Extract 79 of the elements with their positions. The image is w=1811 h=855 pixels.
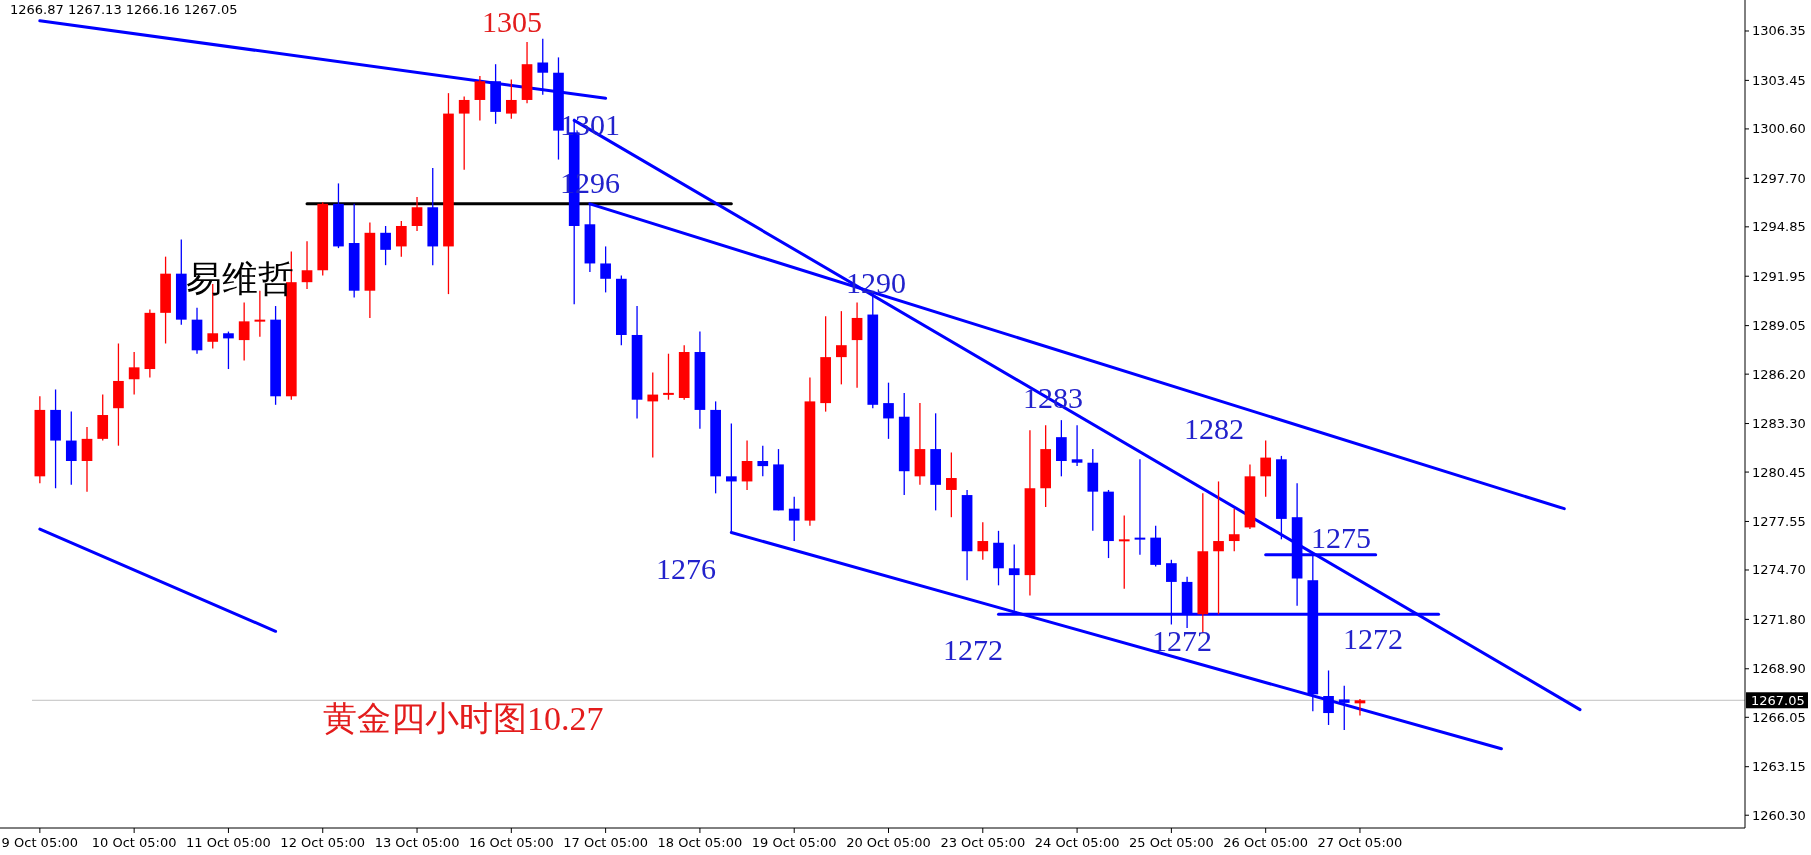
candlestick xyxy=(663,353,674,401)
annotation: 1275 xyxy=(1311,521,1371,554)
candlestick xyxy=(1008,543,1020,612)
candlestick xyxy=(600,245,611,294)
annotation: 1272 xyxy=(1343,622,1403,655)
annotation: 1290 xyxy=(846,266,906,299)
x-tick-label: 12 Oct 05:00 xyxy=(280,835,366,850)
x-tick-label: 11 Oct 05:00 xyxy=(186,835,271,850)
y-tick-label: 1289.05 xyxy=(1752,318,1806,334)
candlestick xyxy=(1118,514,1130,590)
candlestick xyxy=(1354,698,1366,717)
y-tick-label: 1306.35 xyxy=(1752,23,1806,39)
x-tick-label: 25 Oct 05:00 xyxy=(1129,835,1214,850)
annotation: 1282 xyxy=(1184,412,1244,445)
x-tick-label: 19 Oct 05:00 xyxy=(751,835,837,850)
annotation: 黄金四小时图10.27 xyxy=(323,700,604,737)
x-tick-label: 9 Oct 05:00 xyxy=(1,835,79,850)
candlestick xyxy=(977,521,989,561)
annotation: 1276 xyxy=(656,552,716,585)
candlestick xyxy=(1228,508,1240,552)
y-tick-label: 1297.70 xyxy=(1752,170,1806,186)
candlestick xyxy=(1338,685,1350,731)
ref-line-label: 1267.05 xyxy=(1751,693,1805,709)
candlestick xyxy=(65,410,77,486)
candlestick xyxy=(851,301,863,389)
candlestick xyxy=(238,301,250,362)
x-tick-label: 24 Oct 05:00 xyxy=(1034,835,1120,850)
x-tick-label: 17 Oct 05:00 xyxy=(563,835,648,850)
y-tick-label: 1271.80 xyxy=(1752,611,1806,627)
x-tick-label: 23 Oct 05:00 xyxy=(940,835,1026,850)
candlestick xyxy=(788,496,800,542)
y-tick-label: 1291.95 xyxy=(1752,268,1806,284)
y-tick-label: 1263.15 xyxy=(1752,759,1806,775)
candlestick xyxy=(458,95,470,171)
candlestick xyxy=(301,240,313,290)
candlestick xyxy=(128,351,140,396)
annotation: 1272 xyxy=(943,633,1003,666)
candlestick xyxy=(1134,458,1146,556)
candlestick xyxy=(1260,439,1272,498)
annotation: 1266.87 1267.13 1266.16 1267.05 xyxy=(10,2,238,17)
annotation: 1305 xyxy=(482,5,542,38)
x-tick-label: 26 Oct 05:00 xyxy=(1223,835,1309,850)
y-tick-label: 1286.20 xyxy=(1752,366,1806,382)
candlestick xyxy=(836,310,847,386)
candlestick xyxy=(395,220,407,258)
candlestick xyxy=(1056,419,1067,477)
candlestick xyxy=(647,371,659,459)
candlestick xyxy=(474,75,486,122)
candlestick xyxy=(883,382,894,440)
candlestick xyxy=(1071,424,1083,467)
y-tick-label: 1300.60 xyxy=(1752,121,1806,137)
y-tick-label: 1277.55 xyxy=(1752,513,1806,529)
annotation: 1272 xyxy=(1152,624,1212,657)
y-tick-label: 1280.45 xyxy=(1752,464,1806,480)
x-tick-label: 10 Oct 05:00 xyxy=(91,835,177,850)
y-tick-label: 1303.45 xyxy=(1752,72,1806,88)
candlestick xyxy=(411,196,423,232)
y-tick-label: 1283.30 xyxy=(1752,416,1806,432)
candlestick xyxy=(741,439,753,491)
x-tick-label: 18 Oct 05:00 xyxy=(657,835,743,850)
y-tick-label: 1294.85 xyxy=(1752,219,1806,235)
y-tick-label: 1268.90 xyxy=(1752,661,1806,677)
candlestick xyxy=(97,393,109,442)
candlestick xyxy=(1213,480,1224,615)
x-tick-label: 27 Oct 05:00 xyxy=(1317,835,1403,850)
y-tick-label: 1260.30 xyxy=(1752,807,1806,823)
candlestick xyxy=(1323,669,1334,726)
x-tick-label: 16 Oct 05:00 xyxy=(468,835,554,850)
candlestick xyxy=(380,225,391,266)
candlestick xyxy=(223,330,234,370)
candlestick xyxy=(505,78,517,120)
x-tick-label: 20 Oct 05:00 xyxy=(846,835,931,850)
candlestick xyxy=(946,451,957,518)
candlestick xyxy=(537,38,549,96)
x-tick-label: 13 Oct 05:00 xyxy=(374,835,460,850)
y-tick-label: 1266.05 xyxy=(1752,709,1806,725)
y-tick-label: 1274.70 xyxy=(1752,562,1806,578)
candlestick xyxy=(757,445,769,477)
candlestick xyxy=(81,426,93,493)
